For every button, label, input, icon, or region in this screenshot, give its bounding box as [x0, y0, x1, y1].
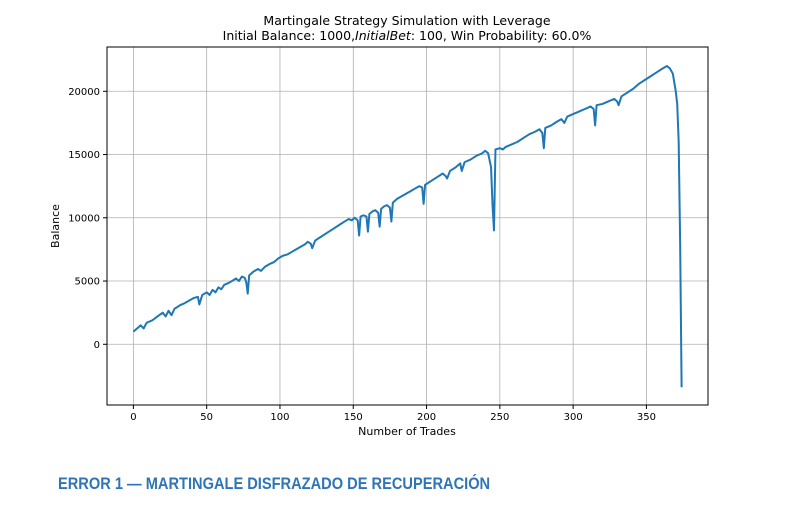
x-tick-label: 150 — [344, 412, 363, 423]
plot-frame — [106, 46, 709, 406]
chart-title: Martingale Strategy Simulation with Leve… — [263, 13, 550, 28]
x-tick-label: 250 — [490, 412, 509, 423]
y-tick-label: 20000 — [68, 87, 100, 98]
x-tick-label: 0 — [130, 412, 136, 423]
x-tick-label: 100 — [270, 412, 289, 423]
x-tick-label: 50 — [200, 412, 213, 423]
x-tick-label: 300 — [564, 412, 583, 423]
chart-subtitle: Initial Balance: 1000,InitialBet: 100, W… — [223, 28, 592, 43]
series-line-balance — [132, 64, 683, 388]
x-axis-ticks: 0 50 100 150 200 250 300 350 — [130, 405, 656, 423]
x-axis-label: Number of Trades — [358, 425, 456, 438]
x-tick-label: 350 — [637, 412, 656, 423]
x-tick-label: 200 — [417, 412, 436, 423]
y-tick-label: 10000 — [68, 213, 100, 224]
y-tick-label: 0 — [94, 340, 100, 351]
grid-lines — [107, 47, 708, 405]
section-caption: ERROR 1 — MARTINGALE DISFRAZADO DE RECUP… — [58, 474, 491, 493]
y-tick-label: 5000 — [75, 277, 100, 288]
y-axis-label: Balance — [49, 204, 62, 248]
chart: Martingale Strategy Simulation with Leve… — [49, 13, 709, 438]
y-axis-ticks: 0 5000 10000 15000 20000 — [68, 87, 107, 351]
y-tick-label: 15000 — [68, 150, 100, 161]
